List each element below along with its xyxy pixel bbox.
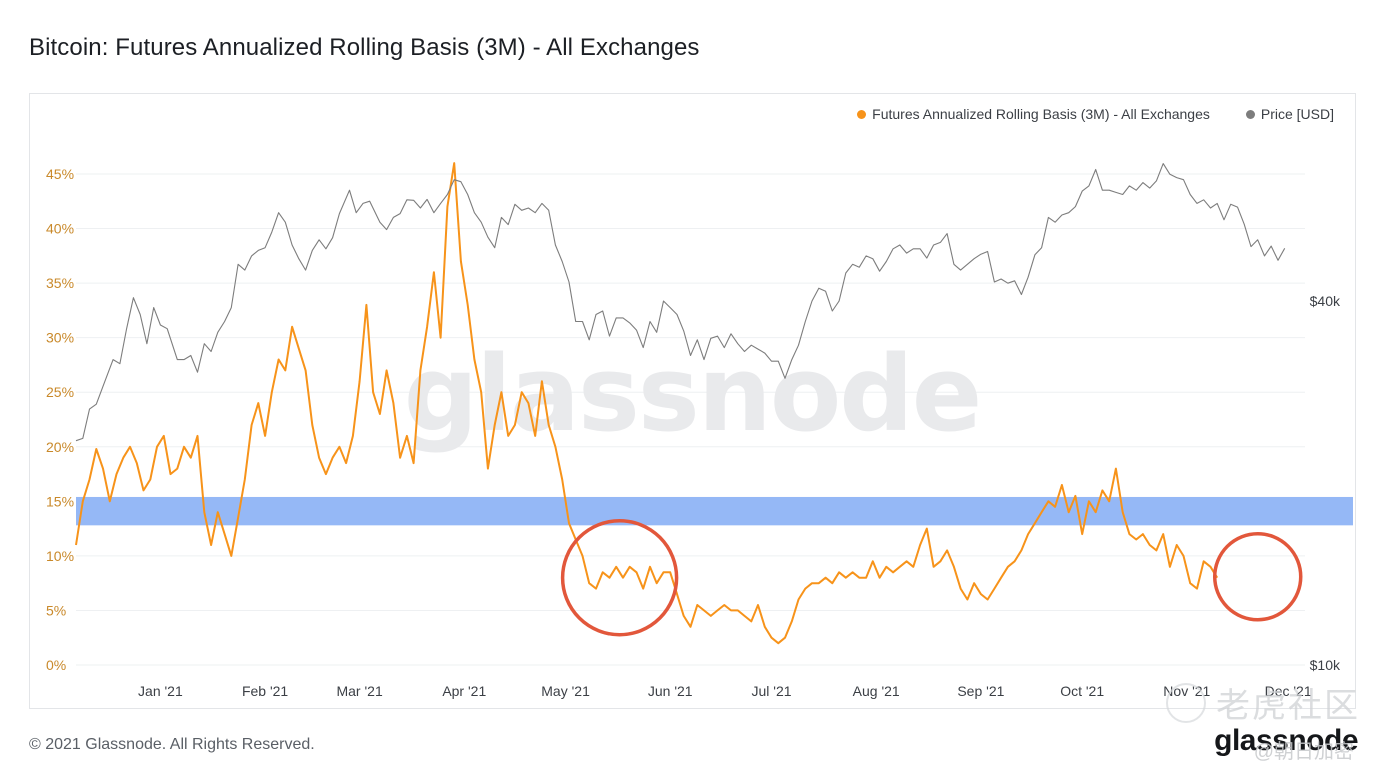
x-tick-label-1: Feb '21: [242, 683, 288, 699]
author-handle: @朝日加密: [1253, 741, 1354, 763]
y-tick-label-0: 0%: [46, 657, 66, 673]
x-tick-label-3: Apr '21: [442, 683, 486, 699]
y-right-tick-label-1: $40k: [1310, 293, 1341, 309]
y-tick-label-8: 40%: [46, 221, 74, 237]
price-line: [75, 163, 1286, 442]
legend-dot-basis: [857, 109, 867, 119]
legend-dot-price: [1245, 109, 1255, 119]
community-logo-icon: [1166, 683, 1206, 723]
y-tick-label-3: 15%: [46, 493, 74, 509]
y-tick-label-1: 5%: [46, 602, 66, 618]
y-tick-label-6: 30%: [46, 330, 74, 346]
community-watermark: 老虎社区: [1216, 687, 1360, 725]
x-tick-label-5: Jun '21: [648, 683, 693, 699]
x-tick-label-7: Aug '21: [853, 683, 900, 699]
y-tick-label-5: 25%: [46, 384, 74, 400]
x-tick-label-9: Oct '21: [1060, 683, 1104, 699]
legend-item-price[interactable]: Price [USD]: [1245, 106, 1334, 122]
y-right-tick-label-0: $10k: [1310, 657, 1341, 673]
x-tick-label-8: Sep '21: [957, 683, 1004, 699]
legend-label-basis: Futures Annualized Rolling Basis (3M) - …: [872, 106, 1210, 122]
legend-label-price: Price [USD]: [1260, 106, 1334, 122]
basis-line: [75, 162, 1219, 645]
x-tick-label-11: Dec '21: [1265, 683, 1312, 699]
x-tick-label-4: May '21: [541, 683, 590, 699]
chart-title: Bitcoin: Futures Annualized Rolling Basi…: [29, 34, 700, 61]
highlight-band: [76, 496, 1353, 526]
x-tick-label-6: Jul '21: [752, 683, 792, 699]
y-tick-label-2: 10%: [46, 548, 74, 564]
y-tick-label-4: 20%: [46, 439, 74, 455]
copyright-text: © 2021 Glassnode. All Rights Reserved.: [29, 736, 315, 753]
x-tick-label-2: Mar '21: [336, 683, 382, 699]
y-tick-label-9: 45%: [46, 166, 74, 182]
brand-logo: glassnode: [1214, 724, 1358, 757]
annotation-circle-1: [1212, 531, 1303, 622]
chart-legend: Futures Annualized Rolling Basis (3M) - …: [857, 106, 1334, 122]
chart-panel: [29, 93, 1356, 709]
x-tick-label-0: Jan '21: [138, 683, 183, 699]
annotation-circle-0: [560, 518, 679, 637]
legend-item-basis[interactable]: Futures Annualized Rolling Basis (3M) - …: [857, 106, 1210, 122]
y-tick-label-7: 35%: [46, 275, 74, 291]
